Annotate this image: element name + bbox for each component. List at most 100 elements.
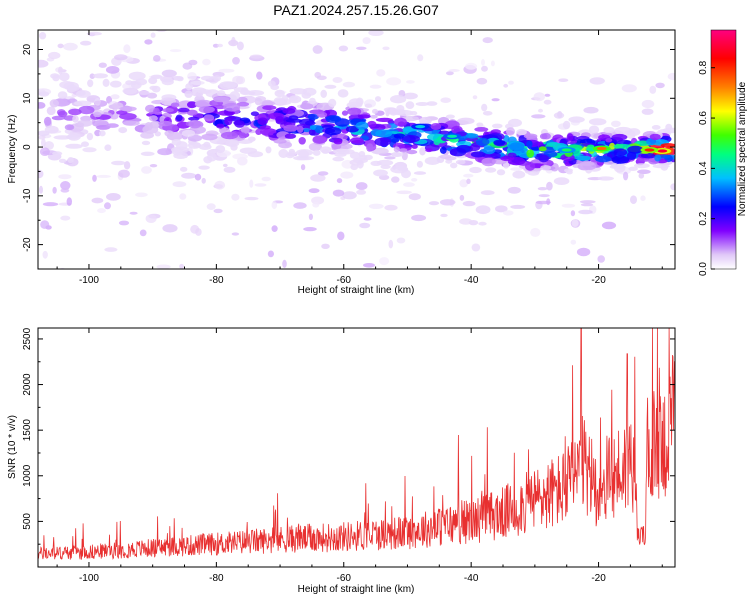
spectrogram-ridge-blob: [57, 91, 68, 99]
spectrogram-noise-blob: [359, 222, 371, 229]
colorbar-tick-label: 0.0: [698, 262, 709, 276]
spectrogram-ridge-blob: [424, 156, 441, 165]
spectrogram-noise-blob: [46, 106, 56, 116]
spectrogram-x-tick-label: -60: [337, 275, 352, 286]
spectrogram-x-tick-label: -40: [464, 275, 479, 286]
spectrogram-noise-blob: [157, 148, 173, 156]
spectrogram-ridge-blob: [236, 96, 248, 103]
spectrogram-noise-blob: [98, 62, 107, 68]
spectrogram-ridge-blob: [332, 156, 345, 162]
spectrogram-ridge-blob: [162, 108, 174, 113]
spectrogram-ridge-blob: [309, 125, 316, 130]
spectrogram-noise-blob: [206, 203, 216, 211]
spectrogram-ridge-blob: [634, 163, 650, 169]
spectrogram-ridge-blob: [540, 165, 551, 171]
spectrogram-noise-blob: [244, 196, 259, 201]
spectrogram-noise-blob: [236, 41, 244, 51]
spectrogram-ridge-blob: [393, 133, 406, 139]
spectrogram-ridge-blob: [496, 169, 506, 176]
spectrogram-noise-blob: [571, 219, 579, 227]
spectrogram-noise-blob: [60, 181, 71, 190]
spectrogram-ridge-blob: [203, 114, 215, 122]
spectrogram-noise-blob: [638, 173, 645, 179]
spectrogram-noise-blob: [472, 95, 478, 100]
spectrogram-ridge-blob: [367, 120, 377, 128]
spectrogram-noise-blob: [45, 14, 60, 21]
spectrogram-noise-blob: [466, 178, 471, 185]
spectrogram-ridge-blob: [492, 123, 503, 129]
spectrogram-noise-blob: [104, 247, 118, 252]
spectrogram-noise-blob: [531, 114, 546, 119]
spectrogram-noise-blob: [503, 210, 514, 216]
spectrogram-noise-blob: [621, 84, 637, 93]
spectrogram-noise-blob: [41, 138, 46, 148]
spectrogram-ridge-blob: [296, 156, 315, 161]
spectrogram-ridge-blob: [307, 113, 320, 120]
spectrogram-ridge-blob: [611, 133, 628, 141]
spectrogram-ridge-blob: [171, 147, 184, 156]
spectrogram-noise-blob: [368, 30, 384, 36]
spectrogram-noise-blob: [480, 190, 495, 196]
spectrogram-ridge-blob: [59, 81, 74, 89]
colorbar-tick-label: 0.4: [698, 161, 709, 175]
spectrogram-ridge-blob: [527, 171, 540, 176]
spectrogram-noise-blob: [482, 37, 493, 44]
spectrogram-noise-blob: [411, 214, 427, 222]
spectrogram-noise-blob: [597, 255, 605, 263]
spectrogram-ridge-blob: [52, 151, 63, 156]
spectrogram-noise-blob: [561, 203, 576, 208]
spectrogram-ridge-blob: [508, 118, 522, 127]
spectrogram-ridge-blob: [65, 143, 83, 149]
spectrogram-noise-blob: [553, 177, 570, 186]
spectrogram-axes-frame: [37, 29, 676, 270]
spectrogram-ridge-blob: [288, 95, 302, 104]
spectrogram-noise-blob: [463, 173, 474, 178]
spectrogram-ridge-blob: [273, 139, 287, 144]
spectrogram-x-tick-label: -100: [79, 275, 99, 286]
spectrogram-noise-blob: [58, 174, 72, 180]
spectrogram-noise-blob: [190, 80, 205, 85]
spectrogram-ridge-blob: [456, 144, 471, 153]
spectrogram-ridge-blob: [283, 124, 299, 132]
spectrogram-ridge-blob: [38, 91, 50, 97]
spectrogram-noise-blob: [475, 205, 491, 215]
spectrogram-noise-blob: [58, 66, 63, 75]
spectrogram-ridge-blob: [627, 145, 644, 154]
spectrogram-ridge-blob: [481, 103, 488, 112]
spectrogram-noise-blob: [533, 92, 545, 102]
spectrogram-noise-blob: [308, 213, 313, 220]
spectrogram-ridge-blob: [81, 141, 89, 147]
spectrogram-ridge-blob: [324, 84, 337, 89]
spectrogram-noise-blob: [231, 36, 236, 46]
spectrogram-noise-blob: [471, 243, 481, 252]
spectrogram-y-tick-label: 10: [22, 92, 33, 104]
spectrogram-noise-blob: [148, 77, 158, 85]
spectrogram-noise-blob: [342, 81, 355, 88]
spectrogram-ridge-blob: [347, 107, 362, 116]
spectrogram-ridge-blob: [450, 162, 458, 169]
spectrogram-noise-blob: [641, 99, 655, 109]
spectrogram-ridge-blob: [649, 133, 661, 141]
spectrogram-noise-blob: [667, 72, 675, 81]
spectrogram-ridge-blob: [238, 132, 247, 139]
spectrogram-ridge-blob: [255, 128, 262, 135]
spectrogram-ridge-blob: [375, 129, 393, 138]
spectrogram-ridge-blob: [145, 104, 156, 113]
spectrogram-noise-blob: [521, 23, 533, 28]
spectrogram-ridge-blob: [651, 125, 661, 130]
snr-x-tick-label: -100: [79, 573, 99, 584]
spectrogram-ridge-blob: [239, 147, 258, 154]
spectrogram-noise-blob: [356, 46, 367, 50]
spectrogram-noise-blob: [476, 77, 488, 85]
spectrogram-noise-blob: [440, 97, 452, 103]
spectrogram-ridge-blob: [200, 75, 214, 81]
spectrogram-noise-blob: [92, 174, 97, 182]
spectrogram-noise-blob: [655, 82, 665, 89]
spectrogram-ridge-blob: [122, 87, 138, 95]
spectrogram-noise-blob: [601, 221, 617, 230]
spectrogram-noise-blob: [482, 111, 493, 116]
spectrogram-peak: [644, 148, 655, 152]
spectrogram-noise-blob: [309, 295, 319, 304]
spectrogram-noise-blob: [491, 98, 500, 102]
spectrogram-ridge-blob: [348, 98, 363, 107]
